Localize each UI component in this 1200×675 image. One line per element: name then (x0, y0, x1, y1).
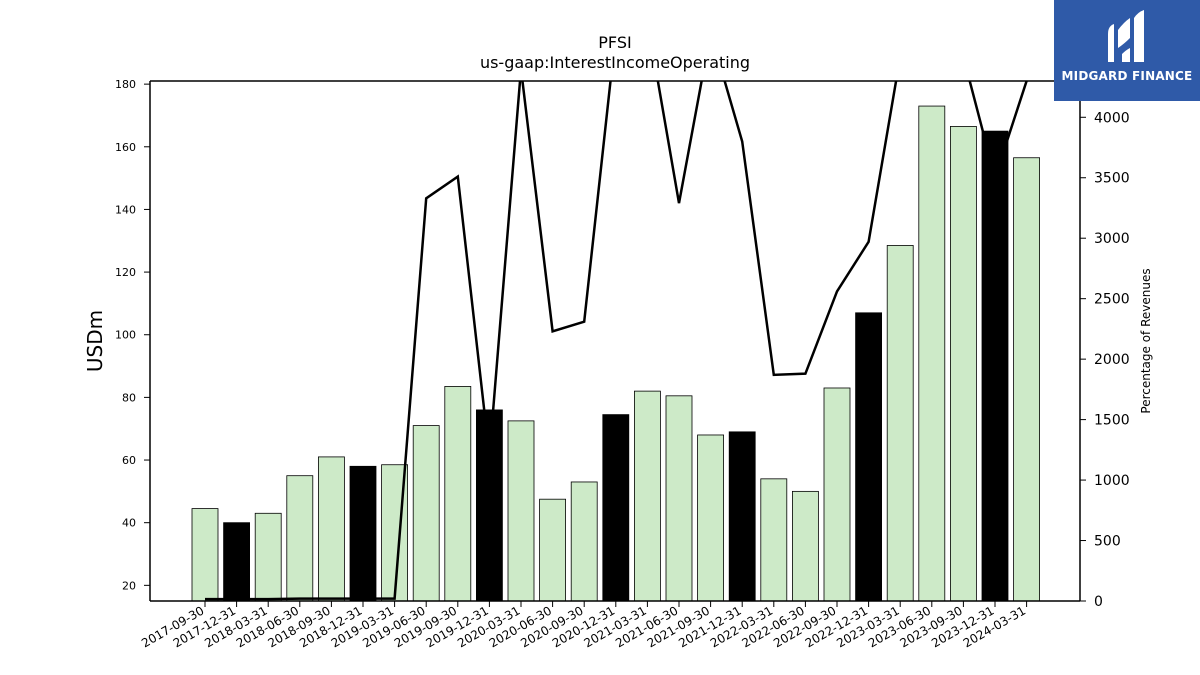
bar-2022-03-31 (760, 478, 788, 601)
y-tick-label: 100 (115, 329, 136, 342)
y2-tick-label: 2000 (1094, 352, 1130, 368)
bar-2023-09-30 (950, 126, 977, 601)
bar-2017-09-30 (191, 508, 219, 601)
chart-title: PFSI (598, 33, 631, 52)
y-tick-label: 20 (122, 579, 136, 592)
bar-2023-03-31 (886, 245, 914, 601)
line-percentage-of-revenues (205, 81, 1028, 601)
x-axis-ticks: 2017-09-302017-12-312018-03-312018-06-30… (139, 601, 1028, 650)
y2-tick-label: 4000 (1094, 110, 1130, 126)
midgard-finance-logo: MIDGARD FINANCE (1054, 0, 1200, 101)
y2-tick-label: 1500 (1094, 413, 1130, 429)
bar-2022-09-30 (823, 387, 851, 601)
bars (191, 105, 1040, 601)
axes (149, 80, 1081, 602)
bar-2018-09-30 (317, 456, 345, 601)
bar-2020-12-31 (602, 414, 630, 601)
y2-tick-label: 3500 (1094, 171, 1130, 187)
bar-2020-03-31 (507, 420, 535, 601)
bar-2019-09-30 (444, 386, 472, 601)
bar-2023-06-30 (918, 105, 946, 601)
bar-2018-06-30 (286, 475, 314, 601)
y-tick-label: 140 (115, 203, 136, 216)
y-tick-label: 80 (122, 391, 136, 404)
logo-text: MIDGARD FINANCE (1061, 69, 1193, 83)
y-tick-label: 180 (115, 78, 136, 91)
y2-tick-label: 500 (1094, 534, 1121, 550)
y-axis-ticks: 20 40 60 80 100 120 140 160 180 (115, 78, 150, 592)
bar-2021-12-31 (728, 431, 756, 601)
y-axis-label: USDm (83, 310, 107, 372)
bar-2018-03-31 (254, 512, 282, 601)
logo-mark-icon (1108, 10, 1144, 62)
bar-2024-03-31 (1013, 157, 1040, 601)
y-tick-label: 40 (122, 517, 136, 530)
bar-2020-06-30 (539, 498, 566, 601)
chart-subtitle: us-gaap:InterestIncomeOperating (480, 53, 750, 72)
bar-2023-12-31 (981, 130, 1009, 601)
y-tick-label: 60 (122, 454, 136, 467)
bar-2022-06-30 (792, 490, 819, 601)
bar-2019-06-30 (412, 425, 440, 601)
line-series (205, 81, 1028, 601)
bar-2022-12-31 (855, 312, 882, 601)
bar-2018-12-31 (349, 465, 377, 601)
bar-2021-06-30 (665, 395, 693, 601)
bar-2019-12-31 (475, 409, 503, 601)
bar-2017-12-31 (223, 522, 251, 601)
y2-tick-label: 0 (1094, 594, 1103, 610)
bar-2021-09-30 (697, 434, 724, 601)
bar-2020-09-30 (570, 481, 598, 601)
y2-tick-label: 3000 (1094, 231, 1130, 247)
y2-axis-label: Percentage of Revenues (1139, 268, 1153, 413)
y-tick-label: 160 (115, 141, 136, 154)
y2-tick-label: 2500 (1094, 292, 1130, 308)
y2-axis-ticks: 0 500 1000 1500 2000 2500 3000 3500 4000 (1080, 110, 1130, 610)
bar-2021-03-31 (634, 390, 661, 601)
y2-tick-label: 1000 (1094, 473, 1130, 489)
y-tick-label: 120 (115, 266, 136, 279)
